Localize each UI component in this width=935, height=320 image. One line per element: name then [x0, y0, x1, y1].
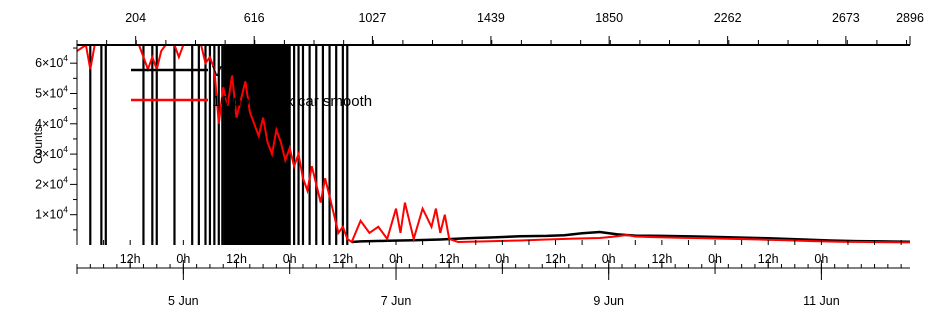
hour-tick-label: 0h: [814, 252, 828, 266]
top-tick-label: 1850: [595, 11, 623, 25]
legend-label: Value: [212, 63, 249, 80]
series-box-car-smooth: [77, 45, 910, 244]
top-tick-label: 2673: [832, 11, 860, 25]
smooth-line: [77, 45, 910, 244]
y-tick-label: 3×104: [35, 144, 68, 161]
y-axis-title: Counts: [31, 126, 45, 164]
hour-tick-label: 0h: [283, 252, 297, 266]
date-tick-label: 5 Jun: [168, 294, 199, 308]
top-tick-label: 2262: [714, 11, 742, 25]
hour-tick-label: 0h: [602, 252, 616, 266]
legend-label: 10 point box car smooth: [212, 93, 372, 110]
y-tick-label: 1×104: [35, 205, 68, 222]
date-tick-label: 11 Jun: [803, 294, 840, 308]
hour-tick-label: 12h: [332, 252, 353, 266]
hour-tick-label: 12h: [120, 252, 141, 266]
hour-tick-label: 12h: [545, 252, 566, 266]
top-tick-label: 2896: [896, 11, 924, 25]
hour-tick-label: 12h: [651, 252, 672, 266]
top-tick-label: 204: [125, 11, 146, 25]
y-tick-label: 2×104: [35, 174, 68, 191]
value-line: [351, 230, 910, 244]
y-tick-label: 6×104: [35, 53, 68, 70]
top-tick-label: 1439: [477, 11, 505, 25]
y-tick-label: 4×104: [35, 114, 68, 131]
date-tick-label: 9 Jun: [593, 294, 624, 308]
hour-tick-label: 0h: [495, 252, 509, 266]
hour-tick-label: 12h: [226, 252, 247, 266]
hour-tick-label: 12h: [439, 252, 460, 266]
hour-tick-label: 12h: [758, 252, 779, 266]
y-tick-label: 5×104: [35, 83, 68, 100]
axes: 204 616 1027 1439 1850 2262 2673 2896 1×104 2×104…: [31, 11, 924, 308]
top-tick-label: 616: [244, 11, 265, 25]
hour-tick-label: 0h: [708, 252, 722, 266]
hour-tick-label: 0h: [176, 252, 190, 266]
legend: Value 10 point box car smooth: [131, 63, 372, 110]
top-tick-label: 1027: [358, 11, 386, 25]
hour-tick-label: 0h: [389, 252, 403, 266]
date-tick-label: 7 Jun: [381, 294, 412, 308]
series-value: [89, 45, 910, 245]
